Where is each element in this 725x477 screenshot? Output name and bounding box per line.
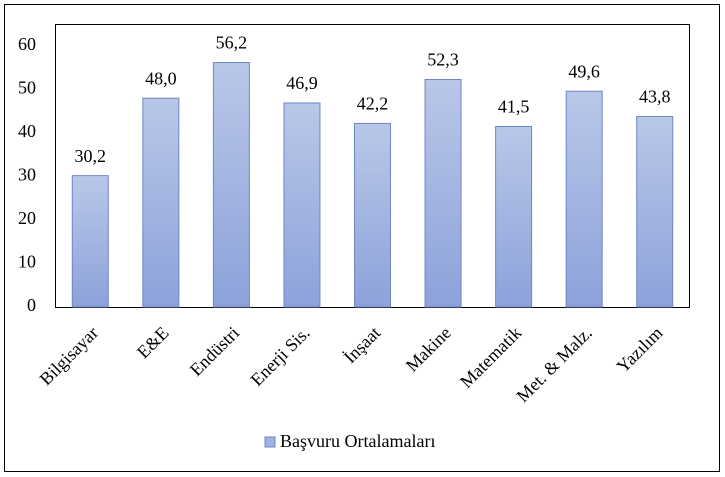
bar xyxy=(424,78,462,308)
y-tick-label: 10 xyxy=(18,252,36,272)
y-tick-label: 20 xyxy=(18,208,36,228)
y-tick-label: 0 xyxy=(27,295,36,315)
value-label: 30,2 xyxy=(75,146,107,166)
bar xyxy=(565,90,603,308)
y-tick-label: 30 xyxy=(18,165,36,185)
value-label: 48,0 xyxy=(145,68,177,88)
legend-label: Başvuru Ortalamaları xyxy=(280,431,435,451)
value-label: 56,2 xyxy=(216,33,248,53)
legend-swatch xyxy=(264,436,276,448)
bar xyxy=(354,122,391,308)
value-label: 46,9 xyxy=(286,73,318,93)
bar xyxy=(71,175,109,308)
bar xyxy=(283,102,321,308)
value-label: 43,8 xyxy=(639,87,671,107)
y-tick-label: 40 xyxy=(18,121,36,141)
bar xyxy=(212,62,250,308)
bar xyxy=(142,97,180,308)
y-tick-label: 50 xyxy=(18,78,36,98)
bar xyxy=(636,115,674,308)
y-tick-label: 60 xyxy=(18,34,36,54)
value-label: 41,5 xyxy=(498,97,530,117)
value-label: 49,6 xyxy=(568,61,600,81)
value-label: 52,3 xyxy=(427,50,459,70)
bar xyxy=(495,125,533,308)
value-label: 42,2 xyxy=(357,94,389,114)
